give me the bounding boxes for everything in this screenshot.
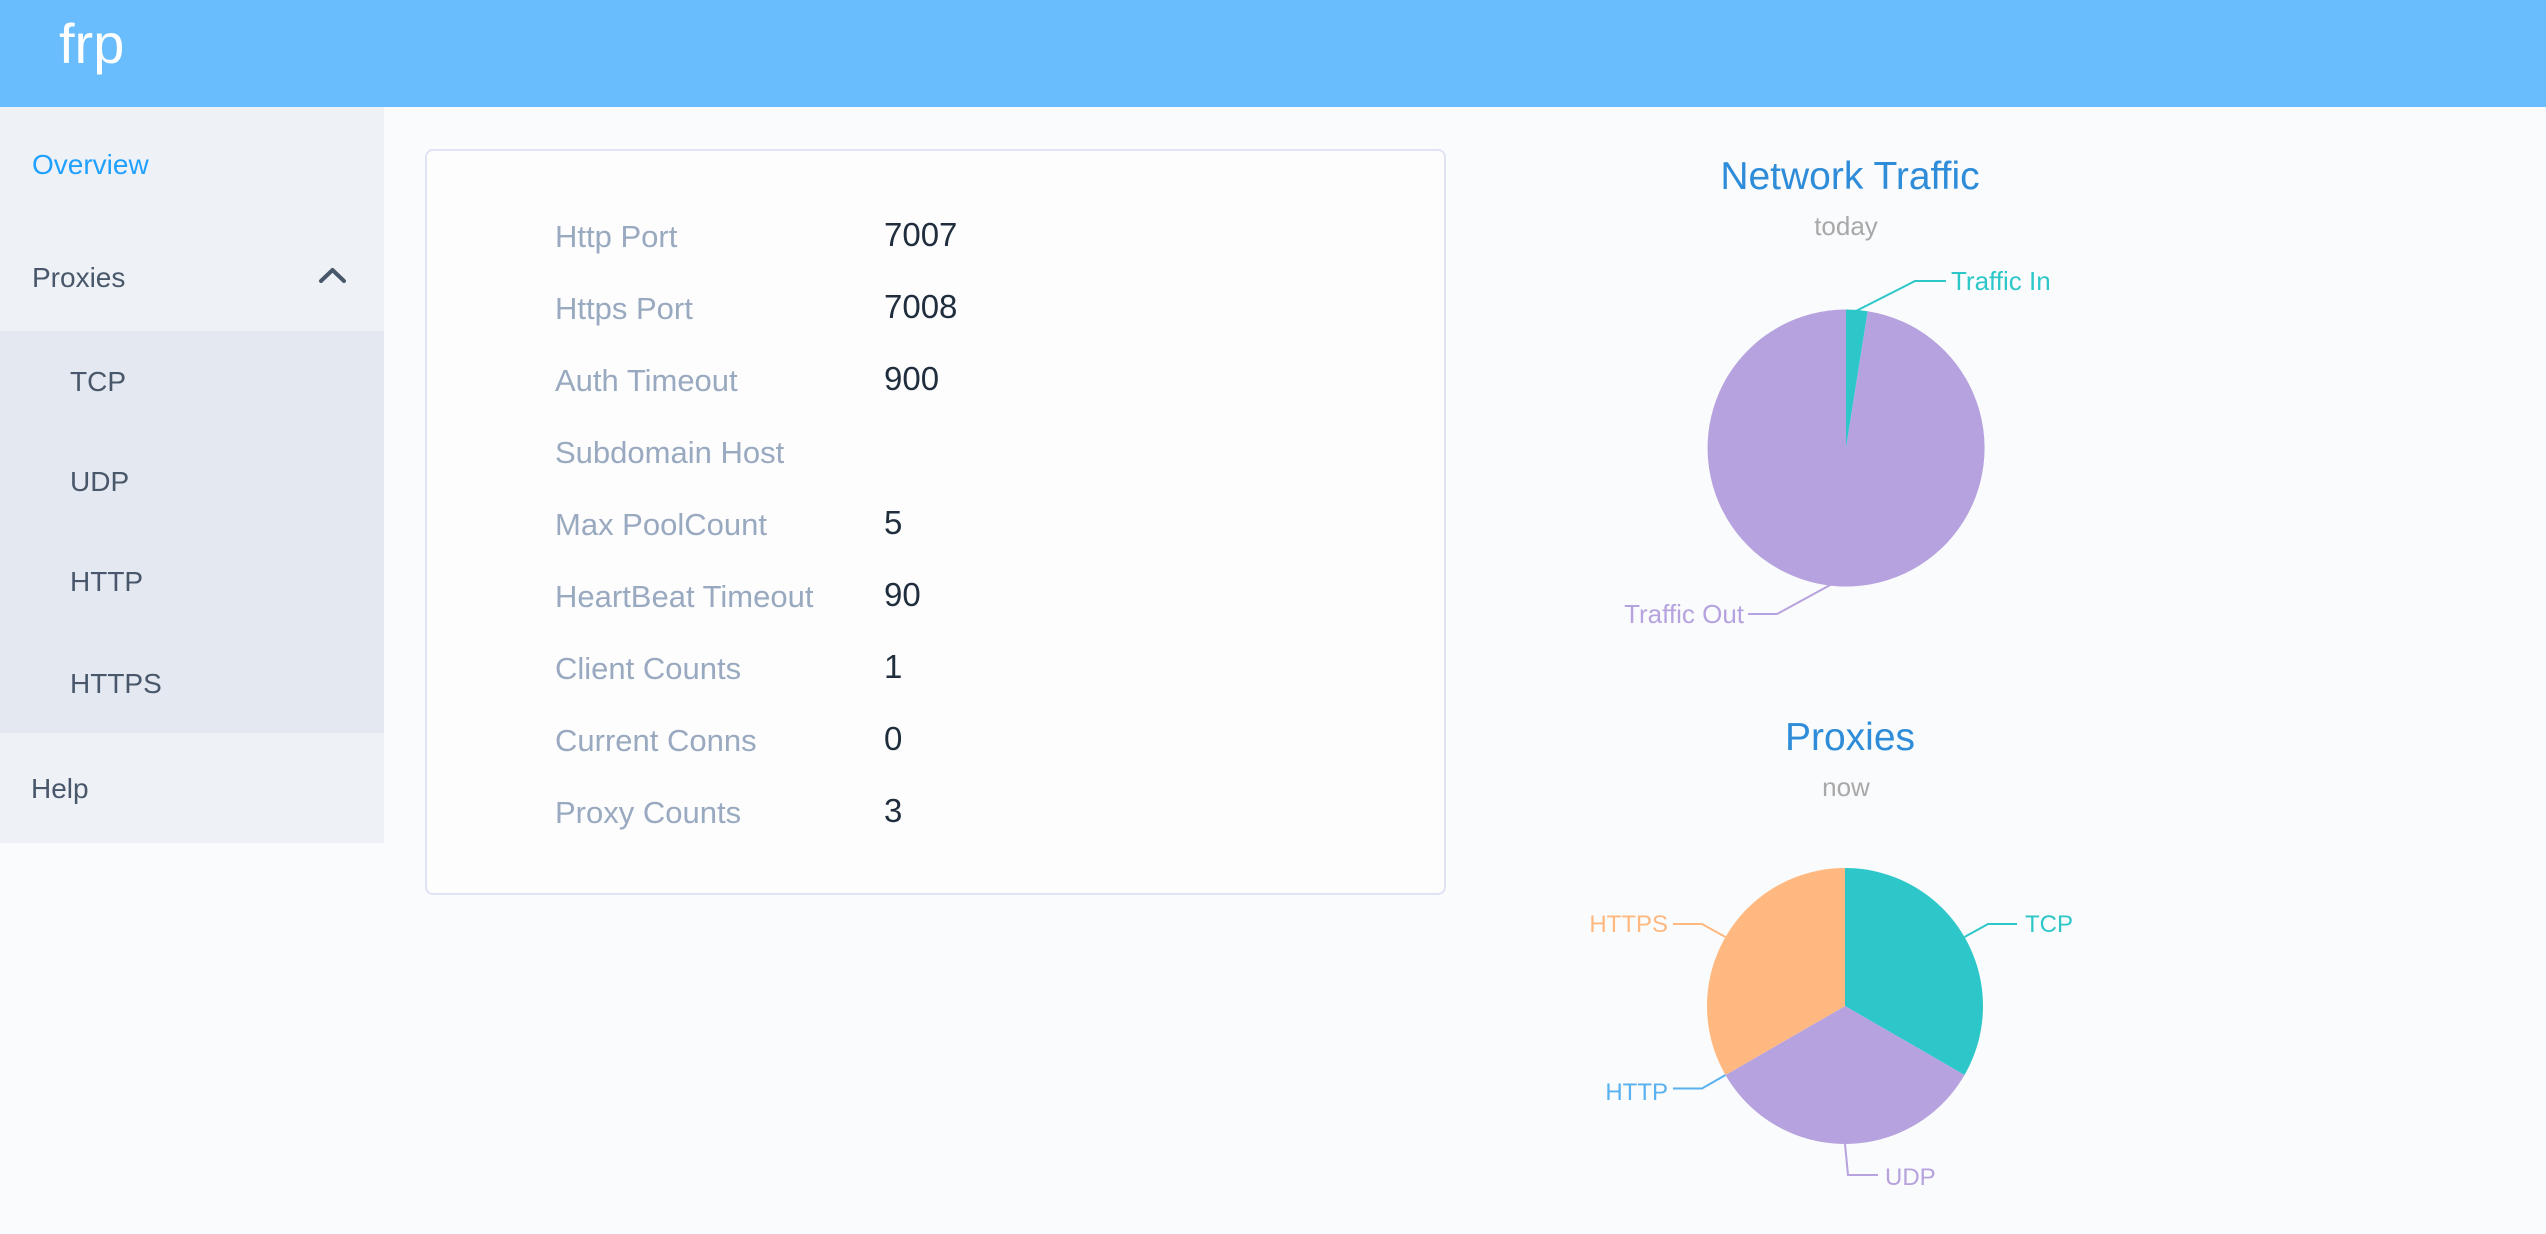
- svg-text:UDP: UDP: [1885, 1164, 1936, 1191]
- svg-text:HTTPS: HTTPS: [1589, 911, 1668, 938]
- svg-text:today: today: [1814, 211, 1878, 241]
- svg-text:Traffic Out: Traffic Out: [1624, 599, 1745, 629]
- svg-text:now: now: [1822, 772, 1870, 802]
- svg-text:HTTP: HTTP: [1605, 1079, 1668, 1106]
- svg-text:Network Traffic: Network Traffic: [1720, 155, 1979, 198]
- svg-text:Traffic In: Traffic In: [1951, 266, 2051, 296]
- svg-text:TCP: TCP: [2025, 911, 2073, 938]
- svg-text:Proxies: Proxies: [1785, 716, 1915, 759]
